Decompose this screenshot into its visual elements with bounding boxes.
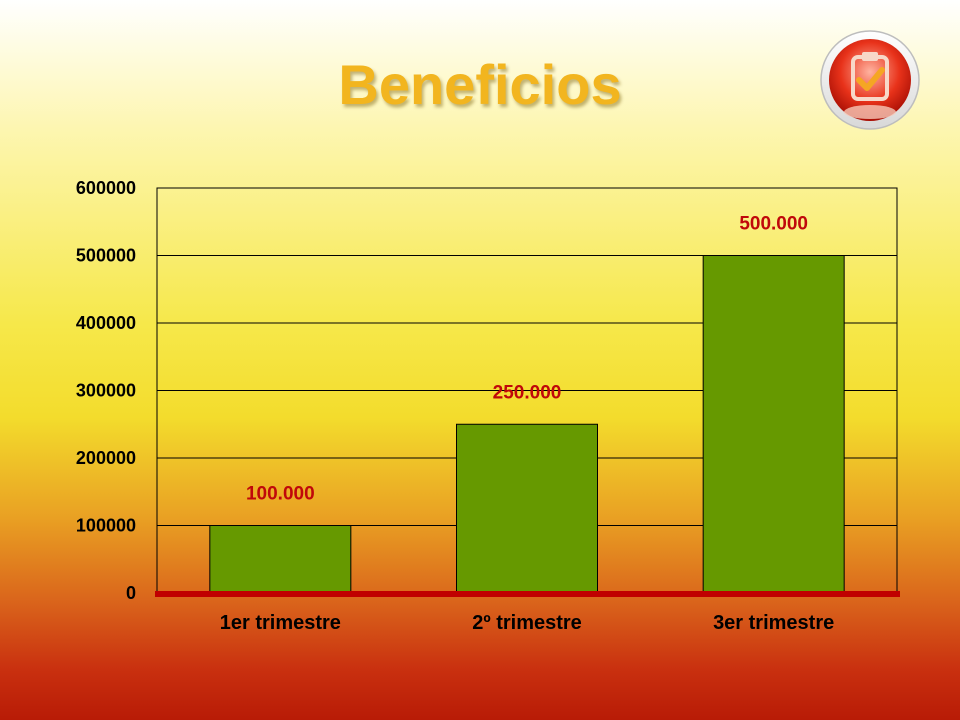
clipboard-check-icon <box>820 30 920 130</box>
data-label: 100.000 <box>246 484 315 505</box>
y-tick-label: 0 <box>126 583 136 603</box>
bar <box>702 255 845 594</box>
y-tick-label: 600000 <box>76 178 136 198</box>
y-tick-label: 400000 <box>76 313 136 333</box>
x-category-label: 2º trimestre <box>472 612 582 634</box>
y-axis-tick-labels: 0 100000 200000 300000 400000 500000 600000 <box>76 178 136 603</box>
y-tick-label: 300000 <box>76 381 136 401</box>
bar <box>209 525 352 594</box>
data-label: 500.000 <box>739 214 808 235</box>
slide-title: Beneficios <box>338 53 622 116</box>
x-category-label: 1er trimestre <box>220 612 341 634</box>
x-axis-category-labels: 1er trimestre 2º trimestre 3er trimestre <box>220 612 835 634</box>
bars <box>155 255 900 597</box>
x-category-label: 3er trimestre <box>713 612 834 634</box>
y-tick-label: 100000 <box>76 516 136 536</box>
data-labels: 100.000 250.000 500.000 <box>246 214 808 505</box>
data-label: 250.000 <box>493 382 562 403</box>
y-tick-label: 200000 <box>76 448 136 468</box>
bar <box>456 423 598 594</box>
y-tick-label: 500000 <box>76 246 136 266</box>
